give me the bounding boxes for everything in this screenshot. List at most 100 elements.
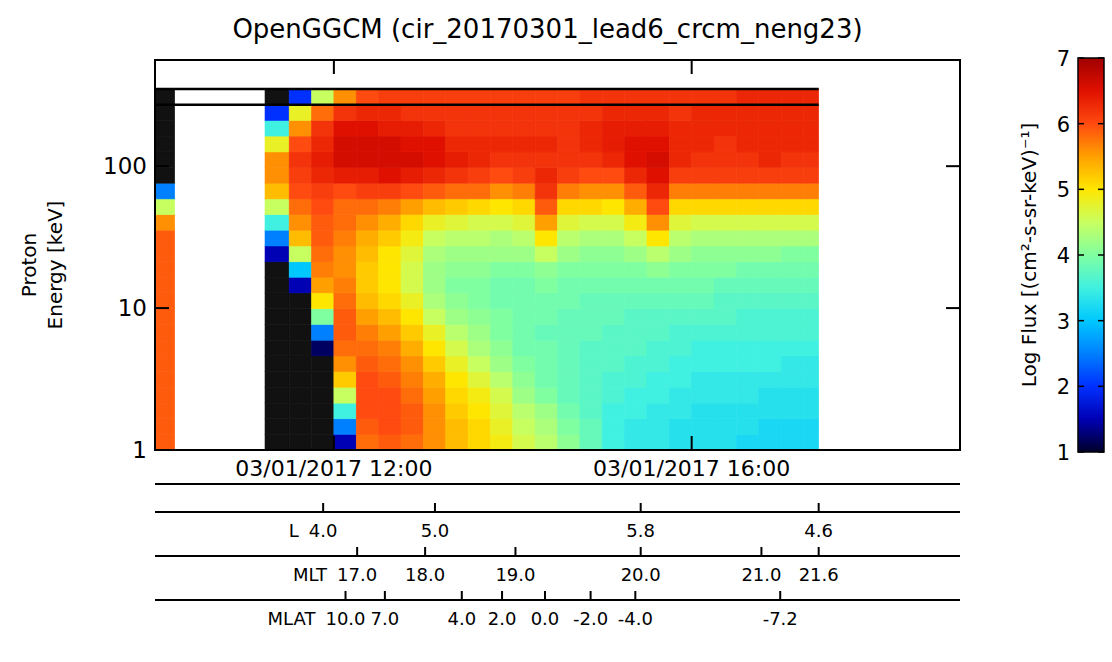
heatmap-cell (490, 340, 512, 356)
heatmap-cell (781, 403, 803, 419)
heatmap-cell (714, 215, 736, 231)
heatmap-cell (468, 434, 490, 450)
heatmap-cell (379, 152, 401, 168)
heatmap-cell (312, 230, 334, 246)
heatmap-cell (379, 340, 401, 356)
heatmap-cell (535, 152, 557, 168)
heatmap-cell (513, 277, 535, 293)
heatmap-cell (265, 167, 289, 183)
heatmap-cell (714, 105, 736, 121)
heatmap-cell (513, 340, 535, 356)
heatmap-cell (535, 293, 557, 309)
heatmap-cell (446, 199, 468, 215)
heatmap-cell (781, 136, 803, 152)
heatmap-cell (580, 152, 602, 168)
heatmap-cell (379, 199, 401, 215)
heatmap-cell (759, 136, 781, 152)
heatmap-cell (446, 324, 468, 340)
heatmap-cell (265, 324, 289, 340)
heatmap-cell (401, 340, 423, 356)
heatmap-cell (647, 309, 669, 325)
heatmap-cell (558, 152, 580, 168)
heatmap-cell (289, 387, 311, 403)
heatmap-cell (714, 120, 736, 136)
heatmap-cell (580, 356, 602, 372)
background (0, 0, 1112, 662)
heatmap-cell (379, 136, 401, 152)
extra-axis-label: 2.0 (488, 608, 517, 629)
colorbar-tick-label: 2 (1057, 375, 1070, 399)
heatmap-cell (379, 309, 401, 325)
heatmap-cell (490, 372, 512, 388)
heatmap-cell (647, 183, 669, 199)
heatmap-cell (265, 262, 289, 277)
heatmap-cell (781, 277, 803, 293)
heatmap-cell (468, 183, 490, 199)
heatmap-cell (759, 167, 781, 183)
y-tick-right (946, 449, 960, 451)
heatmap-cell (558, 387, 580, 403)
heatmap-cell (669, 403, 691, 419)
heatmap-cell (647, 136, 669, 152)
chart-title: OpenGGCM (cir_20170301_lead6_crcm_neng23… (232, 14, 862, 44)
extra-axis-tick (356, 547, 358, 556)
heatmap-cell (423, 293, 445, 309)
heatmap-cell (155, 136, 175, 152)
heatmap-cell (468, 277, 490, 293)
heatmap-cell (535, 105, 557, 121)
extra-axis-name: MLT (293, 564, 328, 585)
heatmap-cell (535, 356, 557, 372)
heatmap-cell (647, 387, 669, 403)
heatmap-cell (490, 89, 512, 105)
heatmap-cell (356, 199, 378, 215)
extra-axis-line (155, 555, 960, 557)
heatmap-cell (647, 356, 669, 372)
heatmap-cell (356, 340, 378, 356)
heatmap-cell (580, 387, 602, 403)
heatmap-cell (736, 215, 758, 231)
heatmap-cell (647, 277, 669, 293)
plot-area (155, 89, 819, 450)
heatmap-cell (669, 105, 691, 121)
extra-axis-label: 5.8 (626, 520, 655, 541)
heatmap-cell (334, 434, 356, 450)
heatmap-cell (714, 434, 736, 450)
heatmap-cell (490, 403, 512, 419)
heatmap-cell (155, 246, 175, 262)
heatmap-cell (602, 387, 624, 403)
extra-axis-name: MLAT (268, 608, 317, 629)
heatmap-cell (625, 120, 647, 136)
heatmap-cell (803, 89, 818, 105)
heatmap-cell (647, 120, 669, 136)
heatmap-cell (669, 246, 691, 262)
heatmap-cell (379, 120, 401, 136)
colorbar-tick (1098, 254, 1104, 256)
heatmap-cell (669, 419, 691, 435)
heatmap-cell (401, 372, 423, 388)
heatmap-cell (513, 293, 535, 309)
heatmap-cell (289, 419, 311, 435)
heatmap-cell (714, 356, 736, 372)
heatmap-cell (423, 120, 445, 136)
heatmap-cell (781, 309, 803, 325)
heatmap-cell (289, 324, 311, 340)
heatmap-cell (356, 372, 378, 388)
heatmap-cell (513, 136, 535, 152)
heatmap-cell (647, 293, 669, 309)
heatmap-cell (356, 324, 378, 340)
plot-frame (155, 60, 960, 450)
heatmap-cell (312, 387, 334, 403)
heatmap-cell (423, 199, 445, 215)
heatmap-cell (692, 403, 714, 419)
heatmap-cell (446, 293, 468, 309)
heatmap-cell (736, 387, 758, 403)
heatmap-cell (334, 167, 356, 183)
heatmap-cell (513, 215, 535, 231)
heatmap-cell (423, 403, 445, 419)
heatmap-cell (692, 167, 714, 183)
heatmap-cell (423, 136, 445, 152)
heatmap-cell (265, 419, 289, 435)
heatmap-cell (423, 183, 445, 199)
heatmap-cell (535, 403, 557, 419)
heatmap-cell (714, 89, 736, 105)
